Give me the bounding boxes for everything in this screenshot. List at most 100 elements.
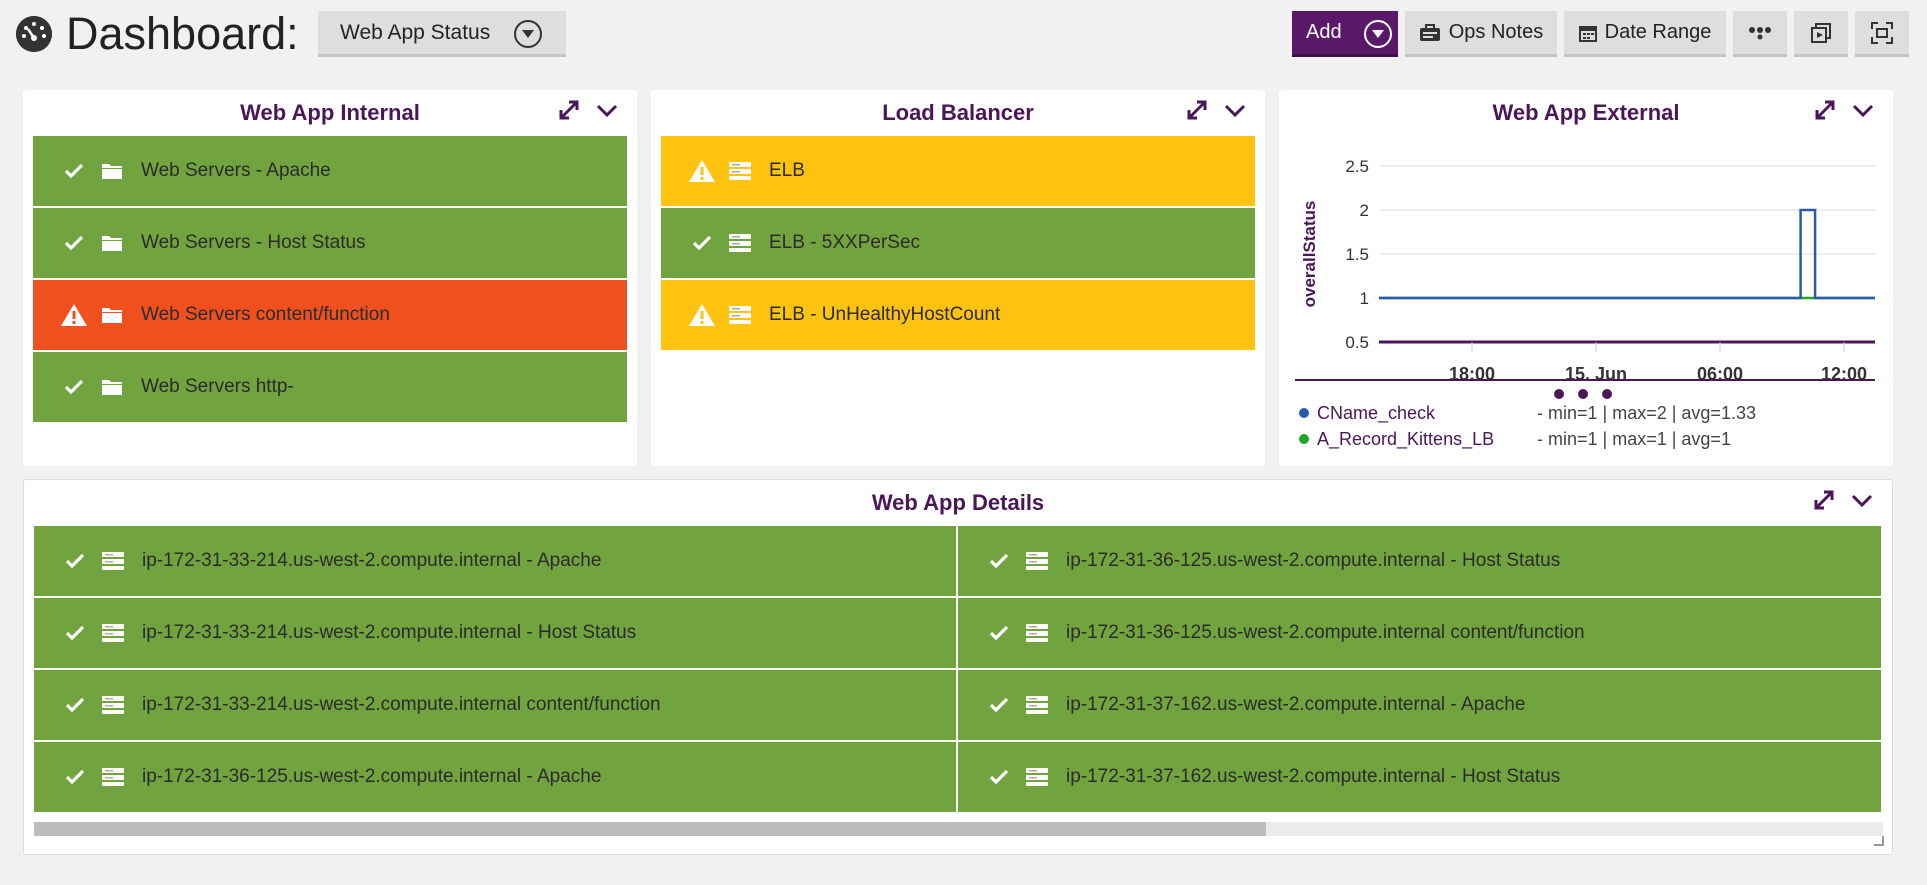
- expand-icon[interactable]: [1813, 98, 1837, 122]
- add-button-label: Add: [1306, 21, 1342, 43]
- server-icon: [102, 552, 124, 570]
- type-indicator: [97, 162, 127, 180]
- status-indicator: [982, 697, 1016, 713]
- type-indicator: [1022, 623, 1052, 643]
- chevron-down-icon: [514, 20, 542, 48]
- status-indicator: [58, 769, 92, 785]
- server-icon: [729, 234, 751, 252]
- tile-list: Web Servers - Apache Web Servers - Host S…: [33, 136, 627, 424]
- y-tick-label: 0.5: [1345, 333, 1369, 352]
- chevron-down-icon[interactable]: [1223, 98, 1247, 122]
- type-indicator: [98, 767, 128, 787]
- chevron-down-icon[interactable]: [1851, 98, 1875, 122]
- chevron-down-icon[interactable]: [595, 98, 619, 122]
- status-tile[interactable]: Web Servers content/function: [33, 280, 627, 352]
- y-tick-label: 2: [1360, 201, 1369, 220]
- gauge-icon: [16, 16, 52, 52]
- status-tile[interactable]: ip-172-31-36-125.us-west-2.compute.inter…: [34, 742, 958, 814]
- expand-icon[interactable]: [557, 98, 581, 122]
- legend-item[interactable]: CName_check - min=1 | max=2 | avg=1.33: [1299, 400, 1756, 426]
- add-button[interactable]: Add: [1292, 11, 1398, 57]
- expand-icon[interactable]: [1185, 98, 1209, 122]
- warning-icon: [61, 304, 87, 326]
- type-indicator: [1022, 767, 1052, 787]
- type-indicator: [98, 623, 128, 643]
- overflow-menu-button[interactable]: [1733, 11, 1787, 57]
- status-tile[interactable]: ip-172-31-36-125.us-west-2.compute.inter…: [958, 598, 1883, 670]
- status-indicator: [57, 303, 91, 327]
- tile-label: ip-172-31-36-125.us-west-2.compute.inter…: [1066, 622, 1585, 643]
- panel-controls: [557, 98, 619, 122]
- server-icon: [729, 162, 751, 180]
- tile-label: ip-172-31-36-125.us-west-2.compute.inter…: [1066, 550, 1561, 571]
- dashboard-header: Dashboard: Web App Status Add Ops Notes …: [0, 0, 1927, 70]
- legend-series-name: CName_check: [1317, 402, 1436, 423]
- status-tile[interactable]: ip-172-31-33-214.us-west-2.compute.inter…: [34, 598, 958, 670]
- status-indicator: [57, 235, 91, 251]
- legend-series-name: A_Record_Kittens_LB: [1317, 428, 1495, 449]
- status-indicator: [58, 553, 92, 569]
- tile-label: Web Servers content/function: [141, 304, 390, 325]
- status-tile[interactable]: ip-172-31-37-162.us-west-2.compute.inter…: [958, 670, 1883, 742]
- type-indicator: [97, 378, 127, 396]
- scrollbar-thumb[interactable]: [34, 822, 1266, 836]
- server-icon: [1026, 552, 1048, 570]
- check-icon: [64, 163, 84, 179]
- expand-icon[interactable]: [1812, 488, 1836, 512]
- type-indicator: [725, 161, 755, 181]
- legend-dot: [1299, 408, 1309, 418]
- panel-load-balancer: Load Balancer ELB ELB - 5XXPerSec ELB - Un…: [651, 90, 1265, 466]
- tile-label: ip-172-31-36-125.us-west-2.compute.inter…: [142, 766, 602, 787]
- fullscreen-icon: [1871, 21, 1893, 44]
- legend-item[interactable]: A_Record_Kittens_LB - min=1 | max=1 | avg…: [1299, 426, 1756, 452]
- tile-label: ip-172-31-37-162.us-west-2.compute.inter…: [1066, 694, 1526, 715]
- chevron-down-icon[interactable]: [1850, 488, 1874, 512]
- status-tile[interactable]: ELB: [661, 136, 1255, 208]
- tile-label: ip-172-31-33-214.us-west-2.compute.inter…: [142, 694, 661, 715]
- check-icon: [64, 235, 84, 251]
- folder-icon: [102, 236, 122, 251]
- check-icon: [64, 379, 84, 395]
- date-range-button[interactable]: Date Range: [1564, 11, 1726, 57]
- navigator-dot: [1602, 389, 1612, 399]
- status-tile[interactable]: ELB - 5XXPerSec: [661, 208, 1255, 280]
- folder-icon: [102, 308, 122, 323]
- status-tile[interactable]: Web Servers http-: [33, 352, 627, 424]
- status-tile[interactable]: ip-172-31-37-162.us-west-2.compute.inter…: [958, 742, 1883, 814]
- status-tile[interactable]: ip-172-31-33-214.us-west-2.compute.inter…: [34, 526, 958, 598]
- status-tile[interactable]: ip-172-31-36-125.us-west-2.compute.inter…: [958, 526, 1883, 598]
- tile-label: Web Servers - Apache: [141, 160, 331, 181]
- folder-icon: [102, 164, 122, 179]
- legend-dot: [1299, 434, 1309, 444]
- status-indicator: [685, 235, 719, 251]
- details-grid: ip-172-31-33-214.us-west-2.compute.inter…: [34, 526, 1883, 814]
- panel-title: Web App Details: [871, 490, 1045, 515]
- status-tile[interactable]: ip-172-31-33-214.us-west-2.compute.inter…: [34, 670, 958, 742]
- panel-title: Web App Internal: [240, 100, 420, 125]
- y-tick-label: 1.5: [1345, 245, 1369, 264]
- ops-notes-button[interactable]: Ops Notes: [1405, 11, 1557, 57]
- type-indicator: [98, 695, 128, 715]
- server-icon: [1026, 696, 1048, 714]
- check-icon: [989, 625, 1009, 641]
- server-icon: [102, 624, 124, 642]
- panel-title: Web App External: [1492, 100, 1680, 125]
- type-indicator: [725, 305, 755, 325]
- tile-label: ELB - UnHealthyHostCount: [769, 304, 1001, 325]
- status-tile[interactable]: ELB - UnHealthyHostCount: [661, 280, 1255, 352]
- type-indicator: [98, 551, 128, 571]
- resize-handle-icon[interactable]: [1874, 836, 1884, 846]
- status-tile[interactable]: Web Servers - Apache: [33, 136, 627, 208]
- dots-icon: [1749, 26, 1771, 39]
- horizontal-scrollbar[interactable]: [34, 822, 1883, 836]
- dashboard-select-value: Web App Status: [340, 20, 491, 44]
- check-icon: [65, 553, 85, 569]
- y-tick-label: 1: [1360, 289, 1369, 308]
- tile-label: ELB: [769, 160, 805, 181]
- clone-button[interactable]: [1794, 11, 1848, 57]
- tile-list: ELB ELB - 5XXPerSec ELB - UnHealthyHostCou…: [661, 136, 1255, 352]
- dashboard-select[interactable]: Web App Status: [318, 11, 566, 57]
- status-tile[interactable]: Web Servers - Host Status: [33, 208, 627, 280]
- navigator-dot: [1578, 389, 1588, 399]
- fullscreen-button[interactable]: [1855, 11, 1909, 57]
